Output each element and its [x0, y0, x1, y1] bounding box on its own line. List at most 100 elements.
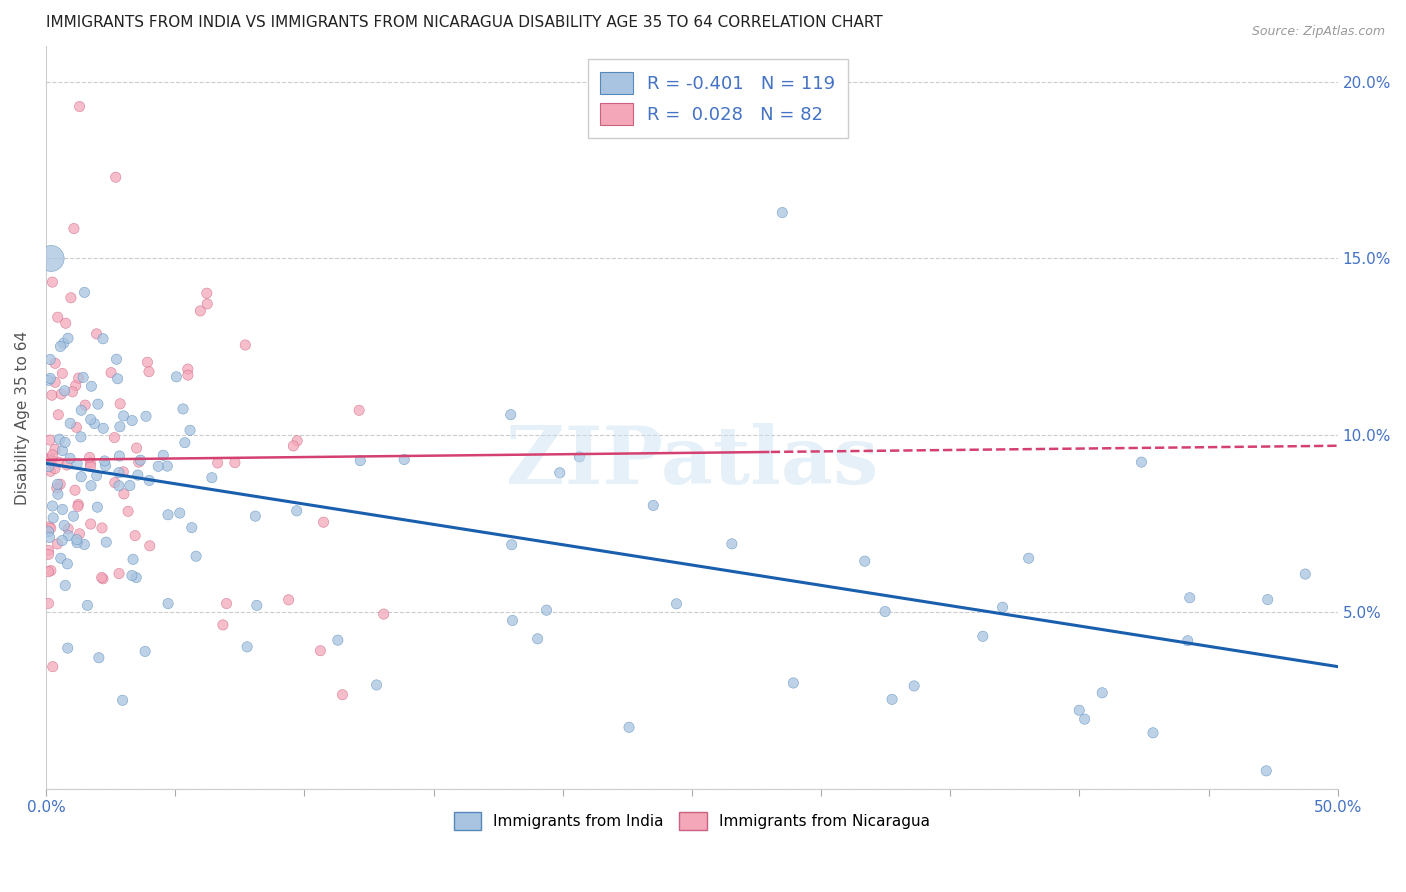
Point: [49, 339, 72, 353]
Point: [51, 502, 73, 516]
Point: [148, 459, 170, 474]
Point: [91, 521, 114, 535]
Point: [156, 459, 179, 474]
Point: [56, 331, 79, 345]
Point: [125, 441, 148, 455]
Point: [46, 537, 69, 551]
Point: [105, 352, 128, 367]
Point: [1142, 726, 1164, 740]
Point: [349, 453, 371, 467]
Point: [129, 453, 152, 467]
Point: [1018, 551, 1040, 566]
Point: [75, 398, 97, 412]
Point: [66, 457, 89, 471]
Point: [44, 376, 66, 390]
Point: [108, 449, 131, 463]
Point: [41, 448, 63, 462]
Point: [366, 678, 388, 692]
Point: [62, 509, 84, 524]
Point: [501, 538, 523, 552]
Point: [108, 466, 131, 480]
Point: [65, 378, 87, 392]
Point: [53, 518, 76, 533]
Point: [1130, 455, 1153, 469]
Point: [207, 456, 229, 470]
Point: [568, 450, 591, 464]
Point: [51, 533, 73, 548]
Point: [79, 516, 101, 531]
Point: [112, 487, 135, 501]
Point: [124, 528, 146, 542]
Point: [903, 679, 925, 693]
Point: [108, 397, 131, 411]
Point: [502, 614, 524, 628]
Point: [63, 483, 86, 498]
Point: [285, 504, 308, 518]
Point: [236, 640, 259, 654]
Point: [104, 170, 127, 185]
Point: [127, 468, 149, 483]
Point: [42, 511, 65, 525]
Point: [96, 535, 118, 549]
Point: [156, 508, 179, 522]
Point: [62, 384, 84, 399]
Point: [66, 533, 89, 547]
Point: [38, 530, 60, 544]
Point: [39, 371, 62, 385]
Point: [782, 676, 804, 690]
Point: [59, 451, 82, 466]
Point: [91, 421, 114, 435]
Point: [770, 205, 793, 219]
Point: [233, 338, 256, 352]
Point: [180, 520, 202, 534]
Point: [41, 453, 63, 467]
Point: [134, 644, 156, 658]
Point: [172, 401, 194, 416]
Point: [100, 366, 122, 380]
Point: [1257, 592, 1279, 607]
Point: [152, 448, 174, 462]
Point: [617, 720, 640, 734]
Point: [212, 618, 235, 632]
Point: [38, 565, 60, 579]
Point: [312, 515, 335, 529]
Point: [59, 417, 82, 431]
Point: [79, 450, 101, 465]
Point: [1178, 591, 1201, 605]
Point: [56, 522, 79, 536]
Point: [128, 455, 150, 469]
Point: [53, 384, 76, 398]
Point: [215, 597, 238, 611]
Point: [79, 456, 101, 470]
Point: [107, 372, 129, 386]
Point: [46, 408, 69, 422]
Point: [56, 641, 79, 656]
Point: [51, 443, 73, 458]
Point: [80, 412, 103, 426]
Point: [112, 465, 135, 479]
Point: [49, 477, 72, 491]
Point: [86, 468, 108, 483]
Text: Source: ZipAtlas.com: Source: ZipAtlas.com: [1251, 25, 1385, 38]
Point: [38, 596, 60, 610]
Point: [118, 478, 141, 492]
Point: [51, 367, 73, 381]
Point: [122, 552, 145, 566]
Point: [169, 506, 191, 520]
Point: [46, 310, 69, 325]
Point: [283, 439, 305, 453]
Point: [80, 479, 103, 493]
Point: [373, 607, 395, 621]
Point: [1256, 764, 1278, 778]
Point: [277, 592, 299, 607]
Point: [39, 433, 62, 447]
Point: [90, 570, 112, 584]
Point: [38, 459, 60, 474]
Point: [55, 316, 77, 330]
Point: [499, 408, 522, 422]
Text: IMMIGRANTS FROM INDIA VS IMMIGRANTS FROM NICARAGUA DISABILITY AGE 35 TO 64 CORRE: IMMIGRANTS FROM INDIA VS IMMIGRANTS FROM…: [46, 15, 883, 30]
Point: [48, 432, 70, 446]
Point: [38, 524, 60, 539]
Point: [63, 221, 86, 235]
Point: [51, 387, 73, 401]
